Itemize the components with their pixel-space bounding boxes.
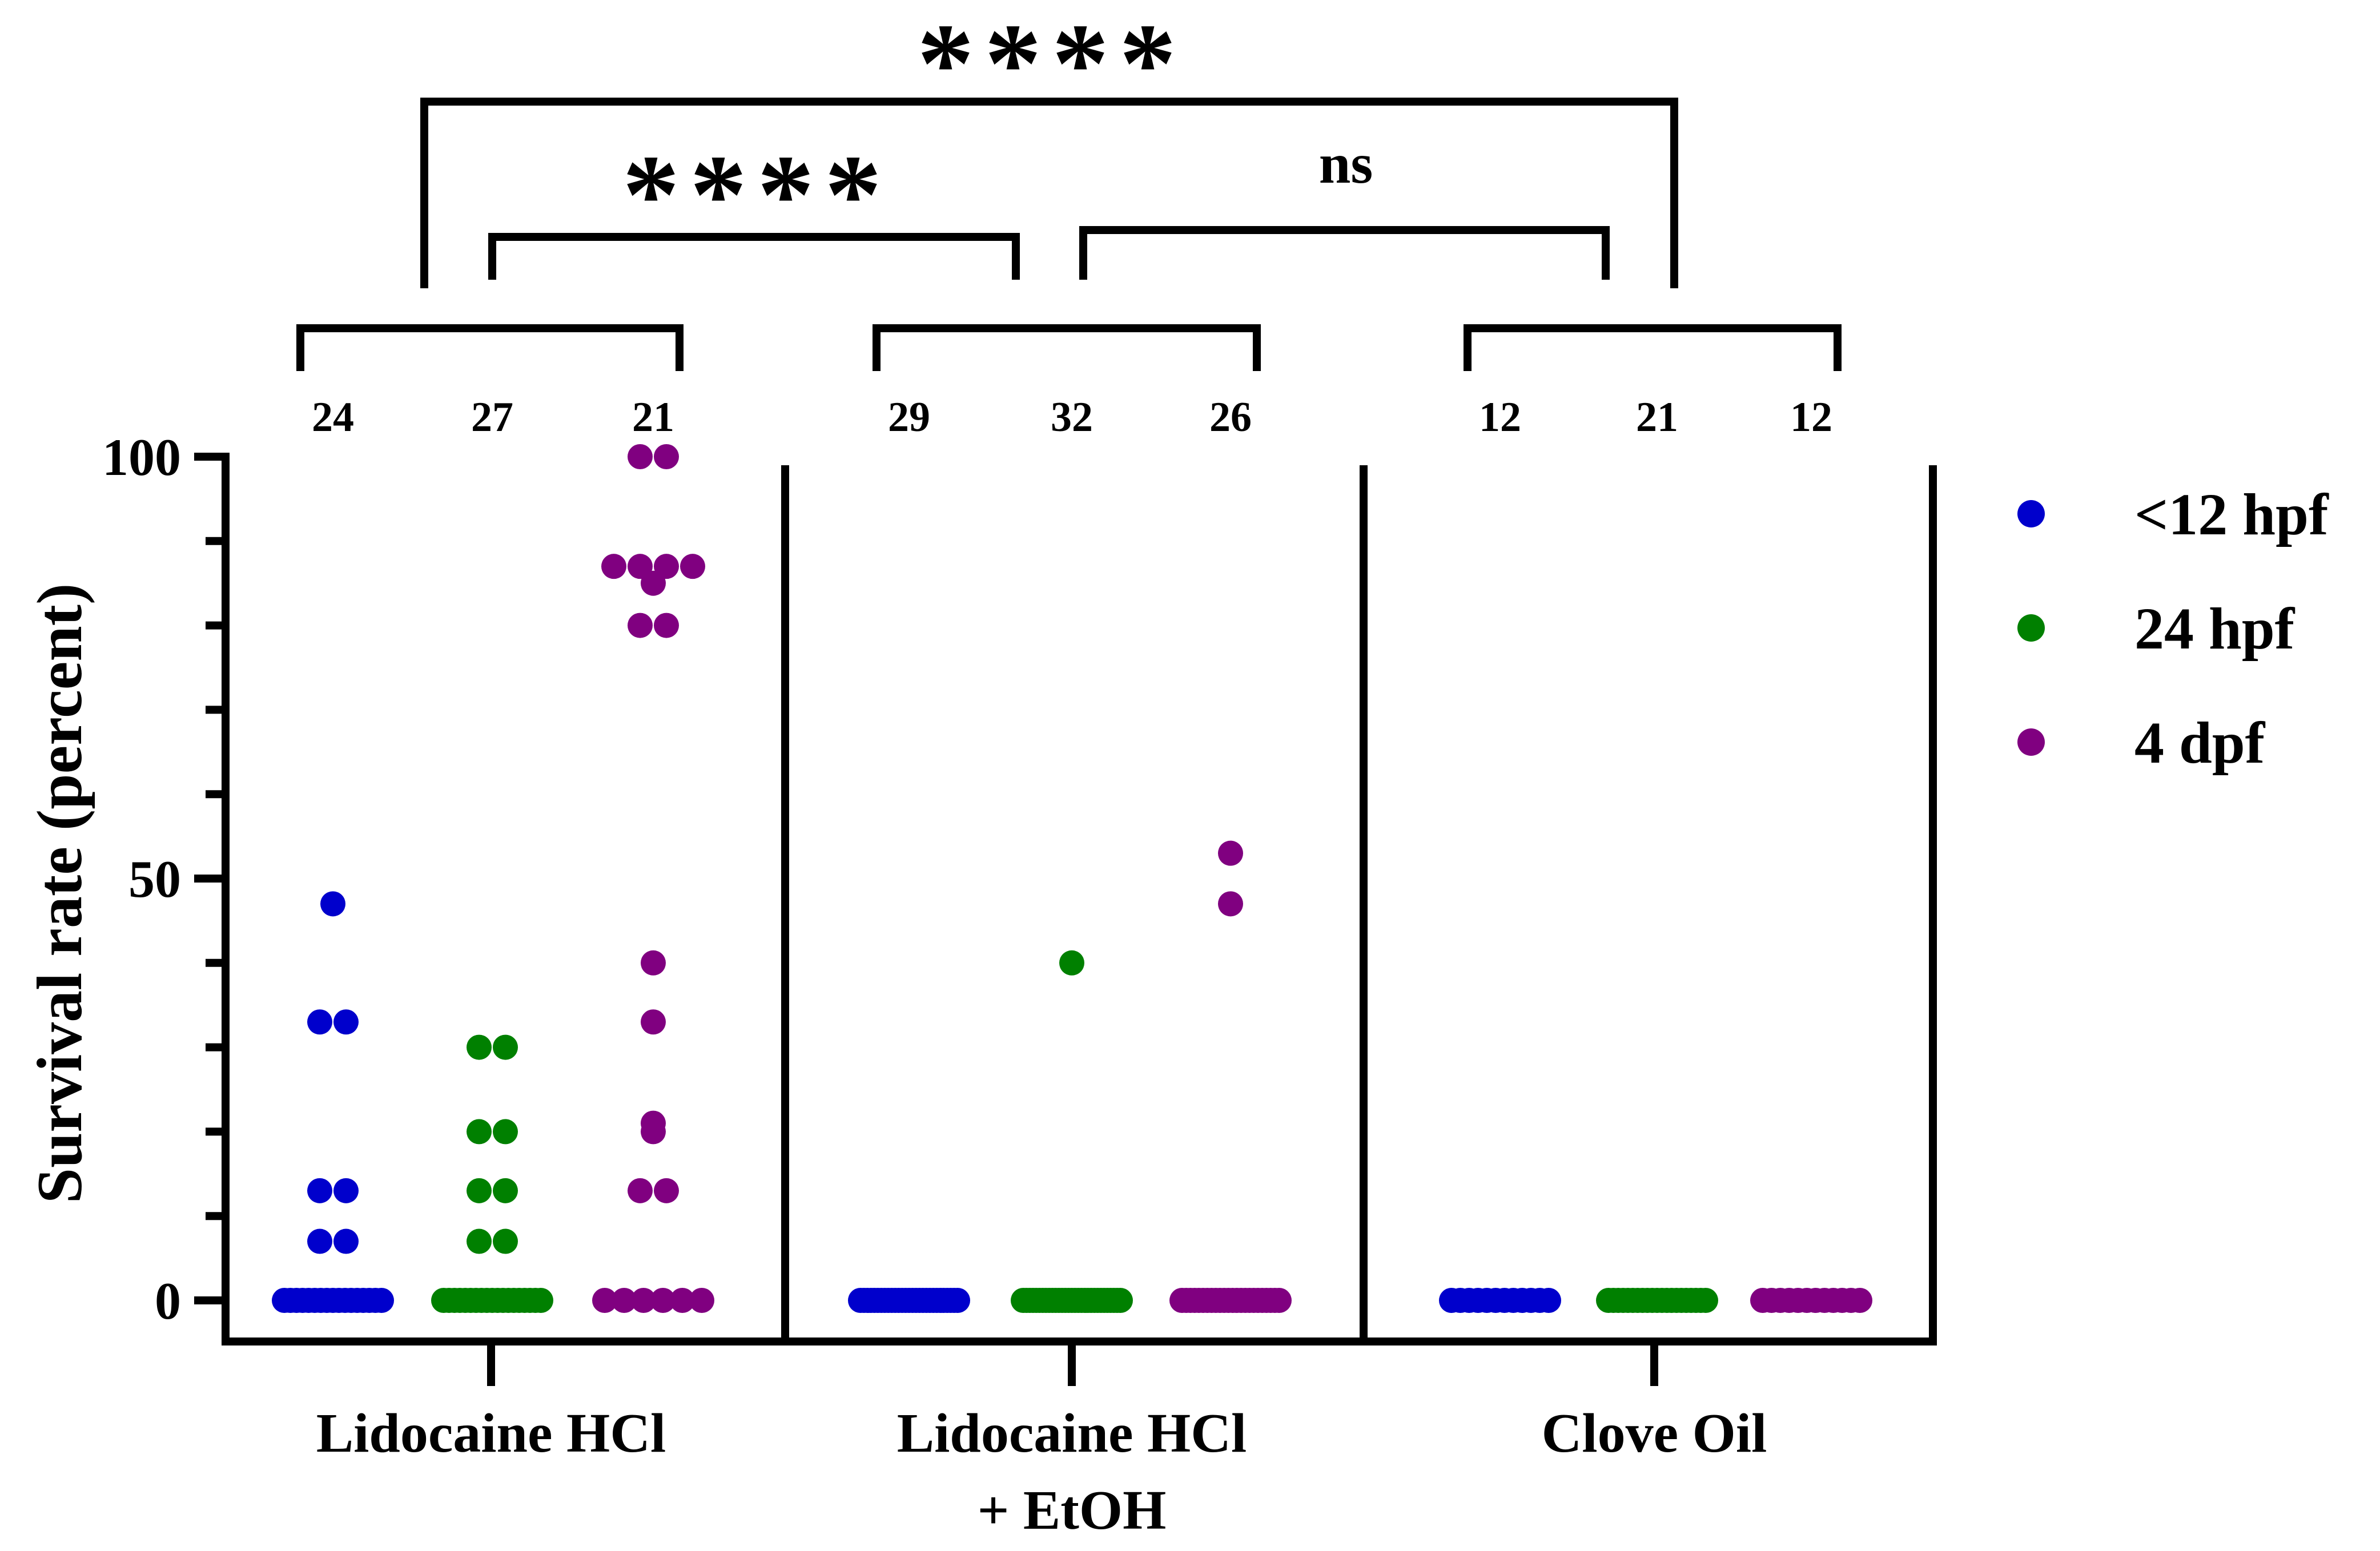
data-point [654,1178,679,1203]
chart-labels: 0 50 100 Lidocaine HCl Lidocaine HCl + EtOH Cl… [25,1,1832,1541]
data-point [628,444,653,469]
data-point [369,1288,394,1313]
legend-label: 4 dpf [2134,710,2266,776]
data-point [467,1228,492,1254]
data-point [612,1288,637,1313]
sample-size-label: 24 [312,394,354,441]
significance-label: **** [917,1,1187,127]
data-point [307,1178,332,1203]
legend-marker [2017,500,2045,527]
data-point [654,554,679,579]
data-point [333,1228,359,1254]
data-point [1108,1288,1133,1313]
data-point [601,554,626,579]
data-point [680,554,705,579]
chart-frame [194,453,1937,1386]
data-point [654,444,679,469]
group-bracket [873,324,1261,371]
data-point [1218,840,1243,866]
data-point [1059,950,1084,976]
data-point [641,570,666,596]
significance-brackets [296,98,1842,371]
data-point [670,1288,695,1313]
data-point [467,1119,492,1145]
legend-label: 24 hpf [2134,596,2295,662]
data-point [628,1178,653,1203]
data-point [1536,1288,1561,1313]
data-point [528,1288,553,1313]
sample-size-label: 12 [1790,394,1832,441]
data-point [333,1178,359,1203]
legend-marker [2017,728,2045,756]
sample-size-label: 29 [888,394,930,441]
data-point [493,1178,518,1203]
x-tick-label: + EtOH [978,1480,1167,1541]
y-tick-label: 50 [128,850,181,908]
x-tick-label: Clove Oil [1542,1403,1767,1464]
data-point [641,1110,666,1136]
data-point [945,1288,970,1313]
data-point [333,1009,359,1035]
legend-marker [2017,614,2045,642]
x-tick-label: Lidocaine HCl [897,1403,1247,1464]
sig-bracket-left [488,233,1020,280]
sig-bracket-outer [420,98,1678,288]
sample-size-label: 32 [1051,394,1093,441]
data-point [467,1178,492,1203]
data-point [467,1034,492,1060]
group-bracket [296,324,684,371]
y-axis-label: Survival rate (percent) [25,583,95,1204]
data-point [628,554,653,579]
data-point [493,1119,518,1145]
data-point [307,1228,332,1254]
data-point [1693,1288,1718,1313]
data-point [1218,891,1243,917]
data-point [493,1228,518,1254]
group-bracket [1464,324,1842,371]
data-point [641,950,666,976]
data-point [628,613,653,638]
sig-bracket-right [1079,226,1610,280]
data-point [320,891,345,917]
data-point [631,1288,656,1313]
data-point [1847,1288,1872,1313]
sample-size-label: 21 [632,394,674,441]
sample-size-label: 21 [1636,394,1678,441]
sample-size-label: 12 [1479,394,1521,441]
sample-size-label: 27 [471,394,513,441]
data-point [641,1009,666,1035]
y-tick-label: 100 [102,428,181,486]
data-point [689,1288,714,1313]
y-tick-label: 0 [155,1272,181,1330]
data-points [272,444,1872,1313]
significance-label: ns [1319,132,1373,195]
legend-label: <12 hpf [2134,482,2329,547]
data-point [592,1288,617,1313]
data-point [493,1034,518,1060]
data-point [650,1288,676,1313]
sample-size-label: 26 [1209,394,1252,441]
data-point [1267,1288,1292,1313]
legend: <12 hpf 24 hpf 4 dpf [2017,482,2329,776]
x-tick-label: Lidocaine HCl [316,1403,666,1464]
significance-label: **** [622,132,892,258]
data-point [654,613,679,638]
data-point [307,1009,332,1035]
